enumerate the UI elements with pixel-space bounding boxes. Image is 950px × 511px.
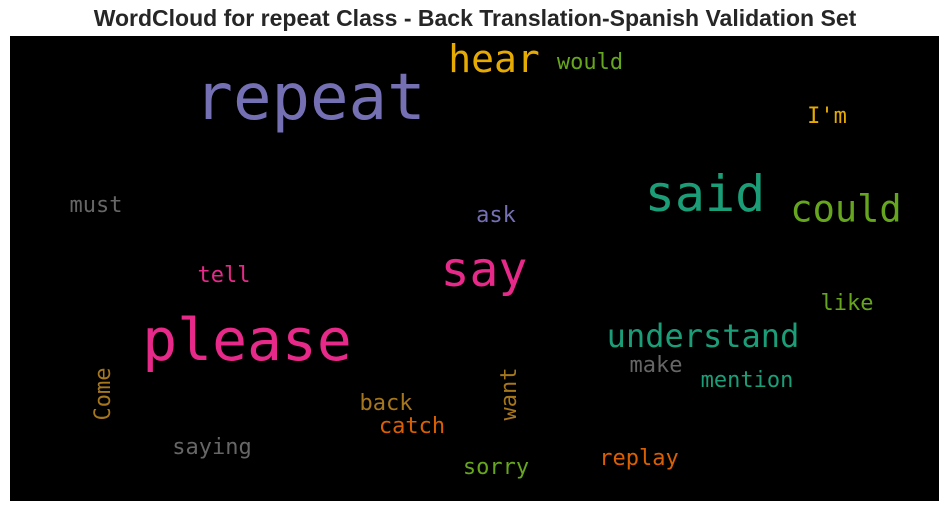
word-understand: understand	[606, 317, 800, 355]
word-replay: replay	[599, 446, 679, 471]
word-i-m: I'm	[807, 104, 847, 129]
wordcloud-canvas: repeat please said say hear could understand wo…	[10, 36, 939, 501]
word-make: make	[629, 353, 683, 378]
word-said: said	[644, 165, 766, 223]
word-saying: saying	[172, 435, 252, 460]
word-mention: mention	[700, 368, 794, 393]
word-could: could	[790, 187, 902, 231]
word-catch: catch	[378, 414, 446, 439]
word-sorry: sorry	[462, 455, 530, 480]
word-want: want	[497, 367, 522, 421]
word-back: back	[359, 391, 413, 416]
chart-title: WordCloud for repeat Class - Back Transl…	[93, 5, 857, 31]
word-like: like	[820, 291, 874, 316]
word-repeat: repeat	[194, 61, 426, 135]
word-say: say	[440, 242, 528, 298]
word-please: please	[142, 306, 352, 374]
word-would: would	[556, 50, 624, 75]
word-must: must	[69, 193, 123, 218]
word-ask: ask	[476, 203, 516, 228]
word-tell: tell	[197, 263, 251, 288]
word-hear: hear	[448, 37, 540, 81]
word-come: Come	[91, 367, 116, 421]
